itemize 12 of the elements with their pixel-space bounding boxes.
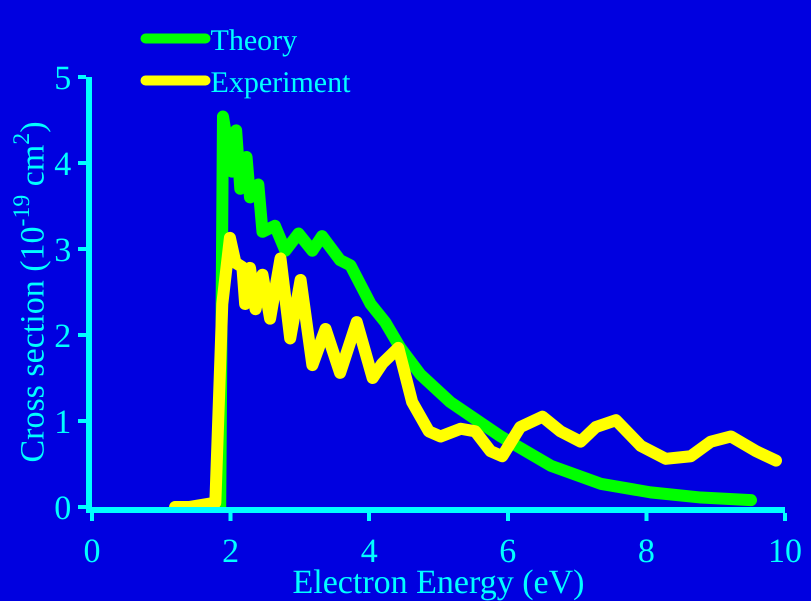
x-tick-label: 10 (768, 532, 802, 570)
y-tick-label: 4 (54, 146, 72, 183)
x-tick-label: 8 (638, 532, 655, 570)
x-tick-label: 2 (222, 532, 240, 570)
y-tick-label: 1 (54, 404, 72, 441)
y-tick-label: 5 (54, 60, 72, 97)
x-tick-label: 0 (84, 532, 100, 570)
legend-label: Experiment (210, 66, 352, 100)
legend-label: Theory (210, 24, 298, 58)
y-tick-label: 0 (54, 490, 72, 527)
y-tick-label: 3 (54, 232, 72, 269)
y-tick-label: 2 (54, 318, 72, 355)
